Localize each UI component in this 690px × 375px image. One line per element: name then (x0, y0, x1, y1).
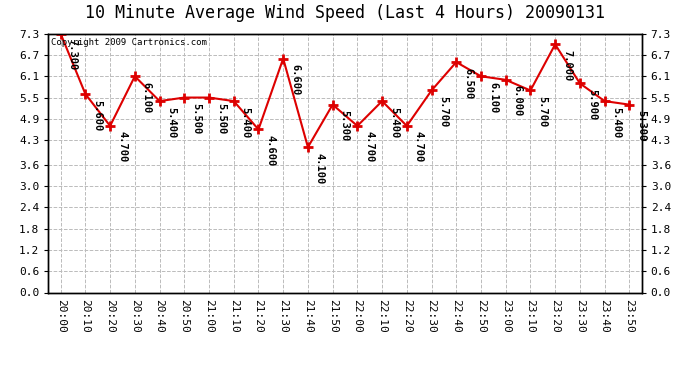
Text: 6.600: 6.600 (290, 64, 300, 95)
Text: 6.100: 6.100 (488, 82, 498, 113)
Text: 5.400: 5.400 (611, 106, 622, 138)
Text: 7.300: 7.300 (68, 39, 77, 70)
Text: 4.600: 4.600 (266, 135, 275, 166)
Text: 5.900: 5.900 (586, 89, 597, 120)
Text: 6.500: 6.500 (463, 68, 473, 99)
Text: 5.300: 5.300 (339, 110, 350, 141)
Text: 5.400: 5.400 (389, 106, 399, 138)
Text: 5.700: 5.700 (438, 96, 449, 127)
Text: 5.600: 5.600 (92, 99, 102, 131)
Text: 6.100: 6.100 (141, 82, 152, 113)
Text: 4.700: 4.700 (117, 132, 127, 163)
Text: 5.500: 5.500 (191, 103, 201, 134)
Text: 6.000: 6.000 (513, 86, 522, 117)
Text: 5.700: 5.700 (538, 96, 547, 127)
Text: Copyright 2009 Cartronics.com: Copyright 2009 Cartronics.com (51, 38, 207, 46)
Text: 4.700: 4.700 (414, 132, 424, 163)
Text: 4.100: 4.100 (315, 153, 325, 184)
Text: 5.400: 5.400 (166, 106, 177, 138)
Text: 5.400: 5.400 (241, 106, 250, 138)
Text: 4.700: 4.700 (364, 132, 374, 163)
Text: 10 Minute Average Wind Speed (Last 4 Hours) 20090131: 10 Minute Average Wind Speed (Last 4 Hou… (85, 4, 605, 22)
Text: 5.300: 5.300 (636, 110, 647, 141)
Text: 7.000: 7.000 (562, 50, 572, 81)
Text: 5.500: 5.500 (216, 103, 226, 134)
